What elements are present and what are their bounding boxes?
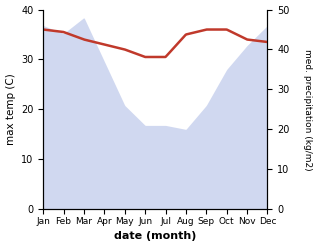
Y-axis label: med. precipitation (kg/m2): med. precipitation (kg/m2) xyxy=(303,49,313,170)
Y-axis label: max temp (C): max temp (C) xyxy=(5,74,16,145)
X-axis label: date (month): date (month) xyxy=(114,231,197,242)
